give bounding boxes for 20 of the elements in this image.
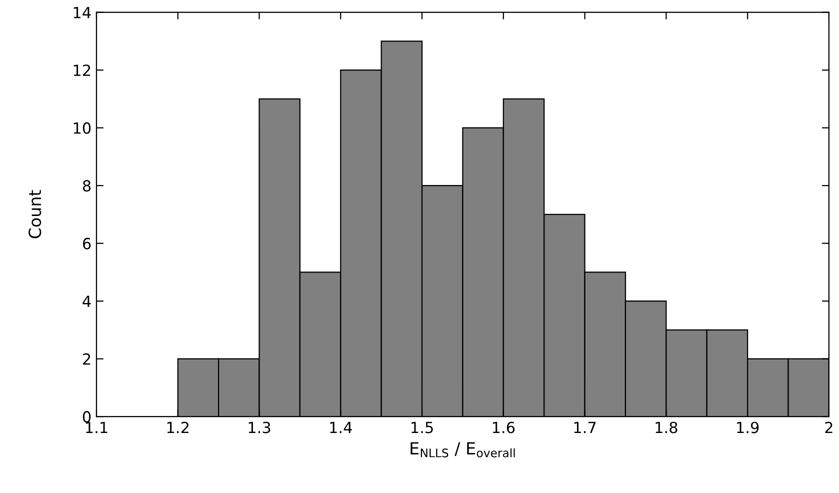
x-tick-label: 2	[825, 422, 832, 434]
x-tick-label: 1.7	[574, 422, 596, 434]
y-tick-label: 0	[82, 411, 91, 423]
x-tick-label: 1.4	[330, 422, 352, 434]
x-tick-label: 1.9	[737, 422, 759, 434]
x-tick-label: 1.6	[492, 422, 515, 434]
y-tick-label: 10	[74, 122, 91, 134]
y-axis-title: Count	[28, 190, 42, 238]
y-tick-label: 4	[82, 296, 91, 307]
x-tick-label: 1.8	[656, 422, 678, 434]
y-tick-label: 8	[82, 180, 91, 192]
y-tick-label: 12	[74, 64, 90, 76]
x-tick-label: 1.1	[86, 422, 108, 434]
x-axis-title: E$_{NLLS}$ / E$_{overall}$	[410, 442, 515, 458]
x-tick-label: 1.3	[248, 422, 270, 434]
y-tick-label: 2	[83, 353, 90, 365]
y-tick-label: 14	[74, 6, 91, 18]
x-tick-label: 1.5	[412, 422, 433, 434]
y-tick-label: 6	[82, 238, 91, 250]
x-tick-label: 1.2	[167, 422, 188, 434]
